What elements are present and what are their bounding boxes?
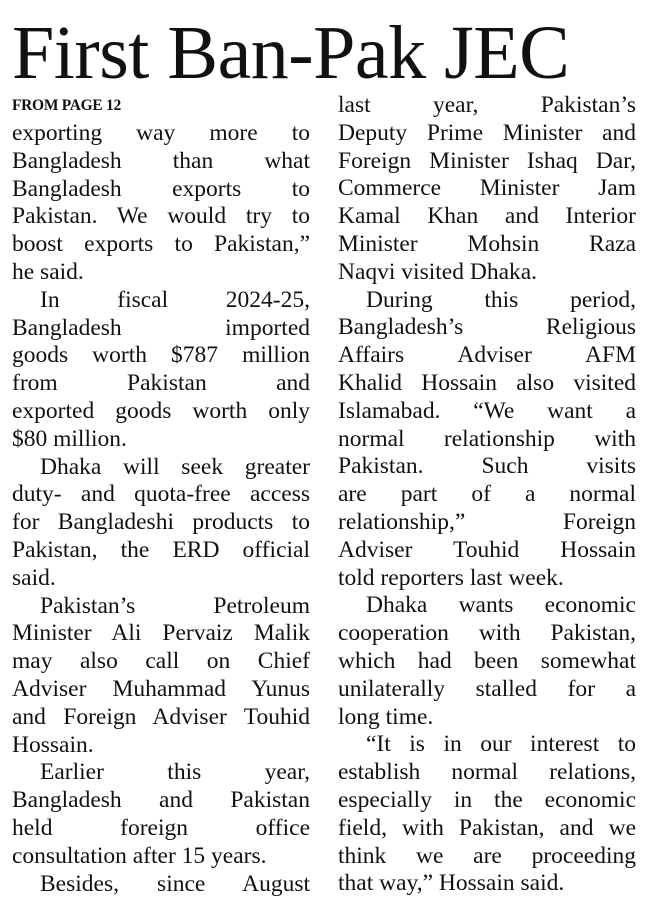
text-line: exported goods worth only bbox=[12, 397, 310, 424]
text-line: field, with Pakistan, and we bbox=[338, 814, 636, 841]
text-line: Earlier this year, bbox=[40, 759, 310, 786]
text-line: last year, Pakistan’s bbox=[338, 92, 636, 118]
paragraph: “It is in our interest to establish norma… bbox=[338, 731, 636, 898]
text-line: Hossain. bbox=[12, 731, 94, 758]
text-line: held foreign office bbox=[12, 814, 310, 841]
paragraph: Dhaka wants economic cooperation with Pak… bbox=[338, 592, 636, 731]
text-line: especially in the economic bbox=[338, 786, 636, 813]
article-column-left: exporting way more to Bangladesh than wha… bbox=[12, 120, 310, 898]
text-line: which had been somewhat bbox=[338, 647, 636, 674]
paragraph: Earlier this year, Bangladesh and Pakista… bbox=[12, 759, 310, 870]
text-line: Khalid Hossain also visited bbox=[338, 369, 636, 396]
text-line: Adviser Touhid Hossain bbox=[338, 536, 636, 563]
paragraph: In fiscal 2024-25, Bangladesh imported goo… bbox=[12, 287, 310, 454]
text-line: Bangladesh than what bbox=[12, 147, 310, 174]
text-line: Besides, since August bbox=[40, 870, 310, 897]
paragraph: Pakistan’s Petroleum Minister Ali Pervaiz… bbox=[12, 593, 310, 760]
article-column-right: last year, Pakistan’s Deputy Prime Minist… bbox=[338, 92, 636, 898]
text-line: Adviser Muhammad Yunus bbox=[12, 675, 310, 702]
text-line: Bangladesh exports to bbox=[12, 175, 310, 202]
paragraph: Besides, since August bbox=[12, 871, 310, 899]
paragraph: last year, Pakistan’s Deputy Prime Minist… bbox=[338, 92, 636, 287]
text-line: that way,” Hossain said. bbox=[338, 870, 565, 897]
text-line: are part of a normal bbox=[338, 481, 636, 508]
paragraph: exporting way more to Bangladesh than wha… bbox=[12, 120, 310, 287]
text-line: Islamabad. “We want a bbox=[338, 397, 636, 424]
text-line: Minister Mohsin Raza bbox=[338, 230, 636, 257]
text-line: Pakistan, the ERD official bbox=[12, 536, 310, 563]
text-line: Dhaka wants economic bbox=[366, 592, 636, 619]
text-line: may also call on Chief bbox=[12, 648, 310, 675]
text-line: cooperation with Pakistan, bbox=[338, 620, 636, 647]
text-line: Minister Ali Pervaiz Malik bbox=[12, 620, 310, 647]
text-line: Bangladesh imported bbox=[12, 314, 310, 341]
text-line: Pakistan. We would try to bbox=[12, 203, 310, 230]
text-line: Pakistan. Such visits bbox=[338, 453, 636, 480]
text-line: relationship,” Foreign bbox=[338, 508, 636, 535]
text-line: “It is in our interest to bbox=[366, 731, 636, 758]
text-line: for Bangladeshi products to bbox=[12, 509, 310, 536]
text-line: Commerce Minister Jam bbox=[338, 175, 636, 202]
text-line: Pakistan’s Petroleum bbox=[40, 592, 310, 619]
text-line: consultation after 15 years. bbox=[12, 842, 267, 869]
text-line: from Pakistan and bbox=[12, 370, 310, 397]
text-line: Dhaka will seek greater bbox=[40, 453, 310, 480]
text-line: Foreign Minister Ishaq Dar, bbox=[338, 147, 636, 174]
text-line: normal relationship with bbox=[338, 425, 636, 452]
text-line: $80 million. bbox=[12, 425, 127, 452]
text-line: Bangladesh and Pakistan bbox=[12, 787, 310, 814]
continued-from-label: FROM PAGE 12 bbox=[12, 97, 121, 114]
text-line: Kamal Khan and Interior bbox=[338, 203, 636, 230]
text-line: During this period, bbox=[366, 286, 636, 313]
headline: First Ban-Pak JEC bbox=[12, 11, 570, 95]
text-line: and Foreign Adviser Touhid bbox=[12, 703, 310, 730]
paragraph: During this period, Bangladesh’s Religiou… bbox=[338, 287, 636, 593]
text-line: Bangladesh’s Religious bbox=[338, 314, 636, 341]
text-line: establish normal relations, bbox=[338, 759, 636, 786]
text-line: duty- and quota-free access bbox=[12, 481, 310, 508]
text-line: Naqvi visited Dhaka. bbox=[338, 258, 538, 285]
text-line: long time. bbox=[338, 703, 434, 730]
text-line: said. bbox=[12, 564, 56, 591]
text-line: In fiscal 2024-25, bbox=[40, 286, 310, 313]
text-line: think we are proceeding bbox=[338, 842, 636, 869]
paragraph: Dhaka will seek greater duty- and quota-f… bbox=[12, 454, 310, 593]
text-line: he said. bbox=[12, 258, 84, 285]
text-line: boost exports to Pakistan,” bbox=[12, 231, 310, 258]
text-line: exporting way more to bbox=[12, 120, 310, 146]
text-line: Affairs Adviser AFM bbox=[338, 342, 636, 369]
text-line: told reporters last week. bbox=[338, 564, 564, 591]
text-line: Deputy Prime Minister and bbox=[338, 119, 636, 146]
text-line: unilaterally stalled for a bbox=[338, 675, 636, 702]
text-line: goods worth $787 million bbox=[12, 342, 310, 369]
